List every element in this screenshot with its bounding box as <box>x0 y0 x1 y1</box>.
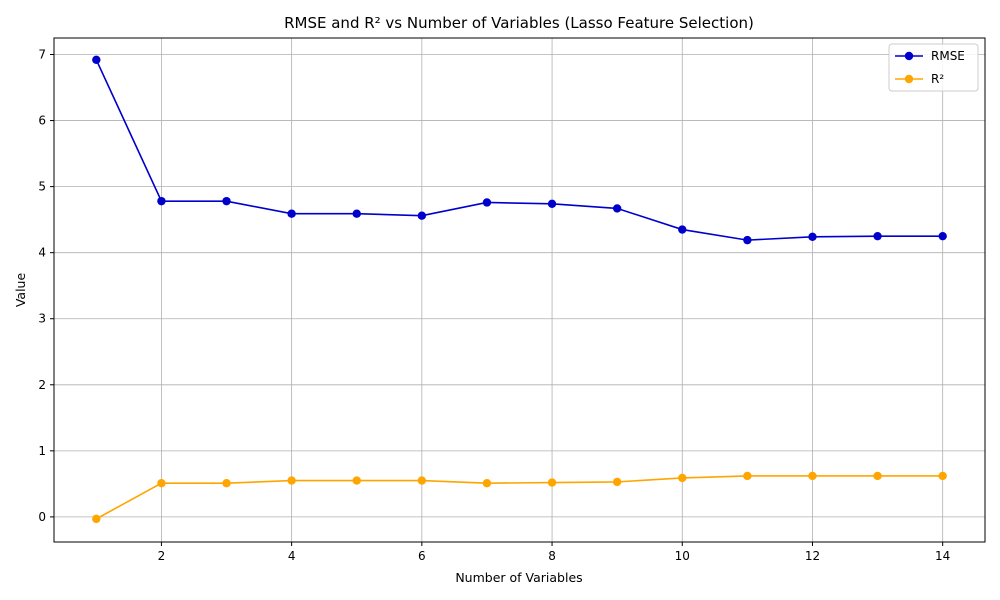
series-1-point <box>612 477 622 487</box>
chart-title: RMSE and R² vs Number of Variables (Lass… <box>284 14 754 32</box>
series-1-point <box>808 471 817 481</box>
y-axis-label: Value <box>13 273 28 308</box>
legend-marker-1 <box>904 74 914 84</box>
y-tick-label: 6 <box>38 114 46 128</box>
series-0-point <box>417 211 427 220</box>
y-tick-label: 2 <box>38 378 46 392</box>
y-tick-label: 3 <box>38 312 46 326</box>
legend-marker-0 <box>904 51 914 61</box>
x-tick-label: 6 <box>418 549 426 563</box>
series-1-point <box>482 479 492 488</box>
series-0-point <box>743 235 752 245</box>
series-0-point <box>157 196 166 206</box>
x-tick-label: 12 <box>805 549 820 563</box>
series-0-point <box>482 198 492 207</box>
series-0-point <box>612 204 622 213</box>
series-0-point <box>287 209 296 218</box>
series-0-point <box>352 209 361 218</box>
x-tick-label: 14 <box>935 549 950 563</box>
series-0-point <box>222 196 231 206</box>
x-tick-label: 4 <box>288 549 296 563</box>
y-tick-label: 4 <box>38 246 46 260</box>
series-1-point <box>287 476 296 485</box>
series-1-point <box>222 479 231 488</box>
legend-label-0: RMSE <box>931 49 965 63</box>
x-tick-label: 2 <box>158 549 166 563</box>
series-0-point <box>92 55 101 64</box>
series-1-point <box>157 479 166 488</box>
series-1-point <box>547 478 557 487</box>
series-1-point <box>352 476 361 485</box>
x-axis-label: Number of Variables <box>455 570 582 585</box>
series-1-point <box>743 471 752 481</box>
series-layer <box>92 55 947 524</box>
series-0-point <box>938 231 947 241</box>
legend: RMSE R² <box>888 43 979 92</box>
series-0-point <box>678 225 687 234</box>
y-tick-label: 5 <box>38 180 46 194</box>
plot-frame <box>53 37 986 543</box>
series-0-point <box>808 232 817 242</box>
series-1-line <box>95 475 943 520</box>
y-tick-label: 0 <box>38 510 46 524</box>
series-0-point <box>873 231 882 241</box>
grid-lines <box>54 38 985 542</box>
series-0-point <box>547 199 557 208</box>
x-tick-label: 8 <box>548 549 556 563</box>
legend-label-1: R² <box>931 72 944 86</box>
y-tick-label: 1 <box>38 444 46 458</box>
series-1-point <box>678 473 687 483</box>
series-1-point <box>873 471 882 481</box>
series-1-point <box>417 476 427 485</box>
series-1-point <box>92 514 101 524</box>
x-tick-label: 10 <box>675 549 690 563</box>
y-tick-label: 7 <box>38 48 46 62</box>
series-1-point <box>938 471 947 481</box>
series-0-line <box>95 59 943 241</box>
